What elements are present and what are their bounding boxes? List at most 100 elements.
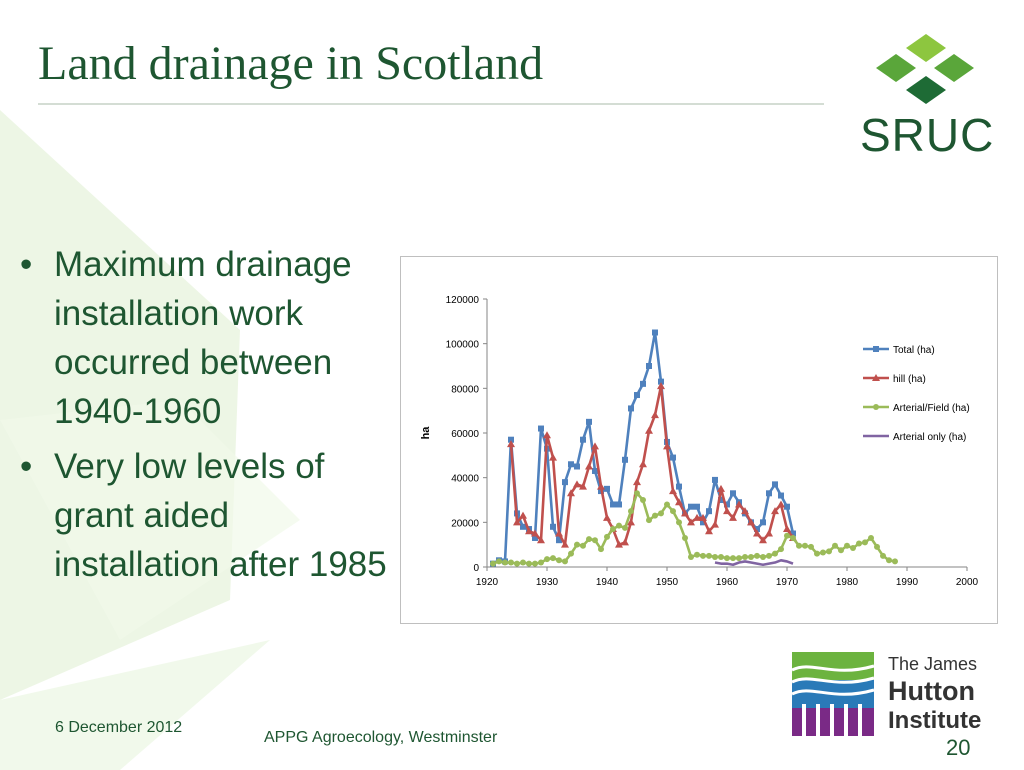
data-point-0 [586, 418, 592, 425]
data-point-2 [520, 559, 526, 566]
data-point-2 [874, 543, 880, 550]
bullet-dot-icon: • [20, 245, 33, 284]
data-point-1 [597, 482, 605, 490]
data-point-2 [832, 542, 838, 549]
y-tick-label: 100000 [446, 340, 480, 351]
data-point-2 [676, 519, 682, 526]
data-point-1 [699, 513, 707, 521]
footer-event: APPG Agroecology, Westminster [264, 729, 498, 746]
data-point-0 [754, 526, 760, 533]
data-point-1 [537, 536, 545, 544]
x-tick-label: 1980 [836, 577, 859, 588]
data-point-0 [532, 534, 538, 541]
data-point-2 [766, 552, 772, 559]
data-point-1 [567, 489, 575, 497]
data-point-1 [687, 518, 695, 526]
data-point-2 [754, 552, 760, 559]
data-point-2 [670, 508, 676, 515]
data-point-2 [826, 548, 832, 555]
data-point-2 [778, 546, 784, 553]
data-point-2 [694, 551, 700, 558]
data-point-0 [616, 501, 622, 508]
data-point-2 [610, 526, 616, 533]
data-point-1 [759, 536, 767, 544]
data-point-2 [886, 557, 892, 564]
data-point-2 [538, 559, 544, 566]
data-point-1 [555, 529, 563, 537]
data-point-2 [508, 559, 514, 566]
bullet-item: • Very low levels of grant aided installa… [18, 442, 398, 589]
data-point-2 [568, 550, 574, 557]
data-point-2 [532, 560, 538, 567]
data-point-1 [753, 529, 761, 537]
data-point-1 [603, 513, 611, 521]
data-point-0 [634, 392, 640, 399]
data-point-1 [741, 507, 749, 515]
data-point-1 [579, 482, 587, 490]
footer-date: 6 December 2012 [55, 719, 183, 736]
data-point-0 [700, 519, 706, 526]
data-point-2 [838, 547, 844, 554]
y-tick-label: 120000 [446, 295, 480, 306]
data-point-2 [652, 512, 658, 519]
data-point-2 [580, 542, 586, 549]
data-point-2 [640, 497, 646, 503]
data-point-2 [496, 558, 502, 565]
data-point-2 [724, 555, 730, 562]
data-point-1 [765, 529, 773, 537]
data-point-0 [760, 519, 766, 526]
data-point-0 [550, 523, 556, 530]
data-point-2 [574, 541, 580, 548]
data-point-1 [513, 518, 521, 526]
data-point-0 [694, 503, 700, 510]
x-tick-label: 1940 [596, 577, 619, 588]
y-tick-label: 80000 [451, 384, 479, 395]
data-point-2 [814, 550, 820, 557]
data-point-0 [676, 483, 682, 490]
series-line-3 [714, 558, 794, 567]
data-point-1 [615, 540, 623, 548]
x-tick-label: 1990 [896, 577, 919, 588]
data-point-1 [639, 460, 647, 468]
drainage-chart: 0 20000 40000 60000 80000 100000 120000 1920 193… [400, 256, 998, 624]
hutton-line1: The James [888, 654, 977, 674]
data-point-2 [748, 553, 754, 560]
bullet-text: Maximum drainage installation work occur… [54, 245, 352, 431]
y-tick-label: 0 [473, 563, 479, 574]
data-point-0 [772, 481, 778, 488]
bullet-item: • Maximum drainage installation work occu… [18, 240, 398, 436]
page-number: 20 [946, 735, 971, 760]
data-point-0 [766, 490, 772, 497]
data-point-2 [790, 534, 796, 541]
legend-label: Total (ha) [893, 345, 935, 356]
data-point-0 [508, 436, 514, 443]
x-tick-label: 1920 [476, 577, 499, 588]
data-point-1 [681, 509, 689, 517]
title-divider [38, 103, 824, 105]
data-point-2 [502, 559, 508, 566]
hutton-line3: Institute [888, 707, 981, 734]
data-point-1 [573, 480, 581, 488]
data-point-0 [778, 492, 784, 499]
data-point-0 [670, 454, 676, 461]
data-point-0 [574, 463, 580, 470]
data-point-0 [784, 503, 790, 510]
data-point-0 [568, 461, 574, 468]
data-point-0 [790, 530, 796, 537]
hutton-line2: Hutton [888, 676, 975, 706]
data-point-0 [604, 485, 610, 492]
data-point-1 [777, 500, 785, 508]
data-point-1 [723, 507, 731, 515]
data-point-0 [592, 467, 598, 474]
legend-swatch-marker [873, 404, 879, 410]
x-tick-label: 1950 [656, 577, 679, 588]
data-point-2 [586, 536, 592, 543]
x-tick-label: 2000 [956, 577, 979, 588]
data-point-0 [652, 329, 658, 336]
data-point-1 [747, 518, 755, 526]
series-line-0 [492, 331, 795, 565]
y-tick-label: 40000 [451, 474, 479, 485]
drainage-chart-svg: 0 20000 40000 60000 80000 100000 120000 1920 193… [420, 295, 979, 588]
data-point-2 [646, 517, 652, 524]
data-point-0 [724, 501, 730, 508]
